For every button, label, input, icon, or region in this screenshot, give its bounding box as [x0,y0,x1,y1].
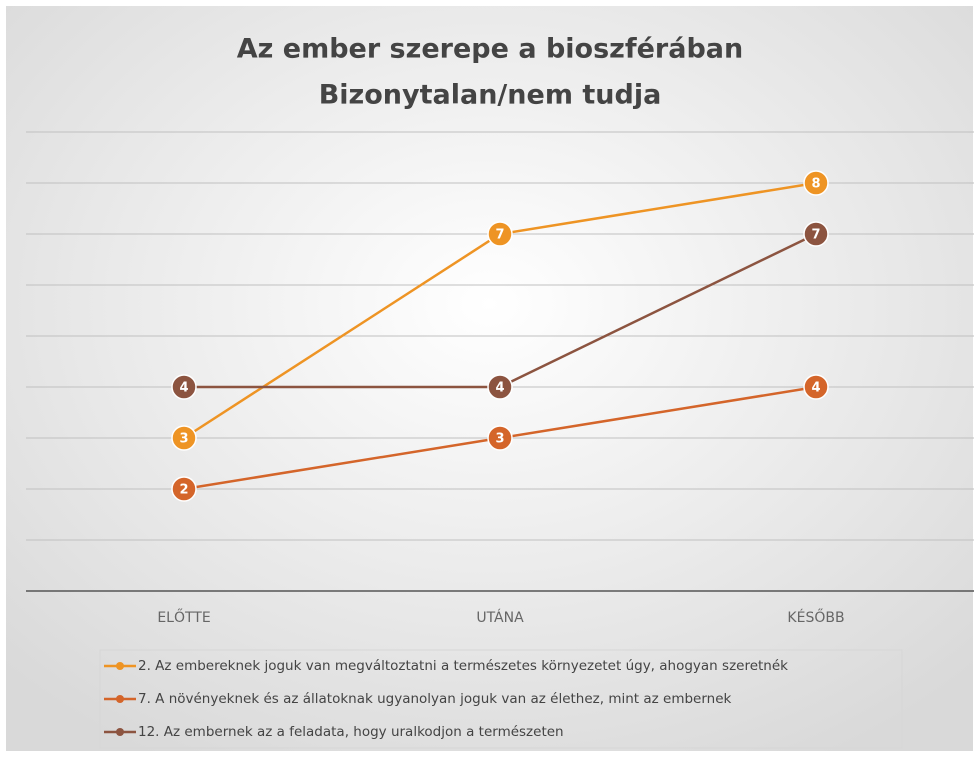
data-label: 7 [811,228,820,243]
data-point [487,425,513,451]
data-label: 4 [811,381,820,396]
legend-marker [116,695,124,703]
legend-label: 7. A növényeknek és az állatoknak ugyano… [138,691,732,707]
data-label: 4 [495,381,504,396]
legend-marker [116,728,124,736]
data-point [487,374,513,400]
data-label: 4 [179,381,188,396]
data-label: 7 [495,228,504,243]
data-label: 2 [179,483,188,498]
data-point [487,221,513,247]
data-label: 3 [495,432,504,447]
legend-label: 2. Az embereknek joguk van megváltoztatn… [138,658,788,674]
data-point [803,221,829,247]
data-label: 3 [179,432,188,447]
data-point [803,170,829,196]
data-point [171,374,197,400]
legend-marker [116,662,124,670]
x-tick-label: ELŐTTE [157,608,210,626]
data-point [171,476,197,502]
x-tick-label: KÉSŐBB [787,608,844,626]
chart-area [6,6,973,751]
legend-label: 12. Az embernek az a feladata, hogy ural… [138,724,564,740]
data-point [171,425,197,451]
legend-box [99,649,903,749]
chart-title: Az ember szerepe a bioszférában [237,34,743,65]
data-label: 8 [811,177,820,192]
x-tick-label: UTÁNA [476,609,524,626]
chart-title: Bizonytalan/nem tudja [319,80,662,111]
data-point [803,374,829,400]
